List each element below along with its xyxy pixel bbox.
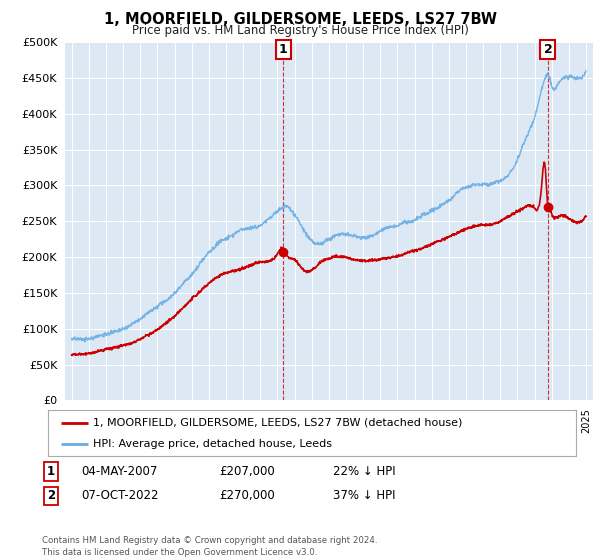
Text: 1, MOORFIELD, GILDERSOME, LEEDS, LS27 7BW (detached house): 1, MOORFIELD, GILDERSOME, LEEDS, LS27 7B… xyxy=(93,418,462,428)
Text: £270,000: £270,000 xyxy=(219,489,275,502)
Text: 1, MOORFIELD, GILDERSOME, LEEDS, LS27 7BW: 1, MOORFIELD, GILDERSOME, LEEDS, LS27 7B… xyxy=(104,12,497,27)
Text: 1: 1 xyxy=(47,465,55,478)
Text: HPI: Average price, detached house, Leeds: HPI: Average price, detached house, Leed… xyxy=(93,439,332,449)
Text: 2: 2 xyxy=(47,489,55,502)
Text: Contains HM Land Registry data © Crown copyright and database right 2024.
This d: Contains HM Land Registry data © Crown c… xyxy=(42,536,377,557)
Text: 37% ↓ HPI: 37% ↓ HPI xyxy=(333,489,395,502)
Text: 04-MAY-2007: 04-MAY-2007 xyxy=(81,465,157,478)
Text: 1: 1 xyxy=(279,43,288,55)
Text: Price paid vs. HM Land Registry's House Price Index (HPI): Price paid vs. HM Land Registry's House … xyxy=(131,24,469,37)
Text: 2: 2 xyxy=(544,43,552,55)
Text: £207,000: £207,000 xyxy=(219,465,275,478)
Text: 07-OCT-2022: 07-OCT-2022 xyxy=(81,489,158,502)
Text: 22% ↓ HPI: 22% ↓ HPI xyxy=(333,465,395,478)
